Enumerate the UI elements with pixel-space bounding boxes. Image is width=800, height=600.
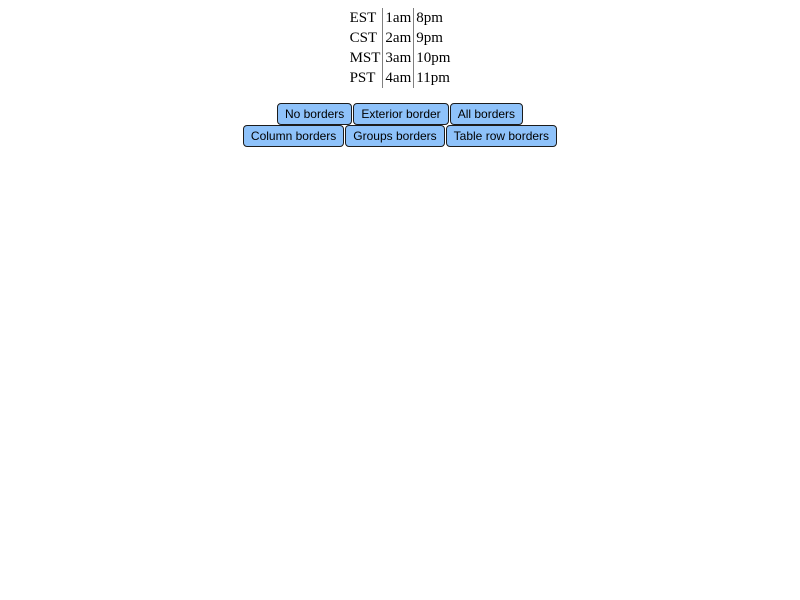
border-controls: No borders Exterior border All borders C… <box>0 103 800 147</box>
table-row: CST 2am 9pm <box>348 28 453 48</box>
zone-cell: EST <box>349 10 377 26</box>
zone-cell: PST <box>349 70 376 86</box>
table-row: PST 4am 11pm <box>348 68 453 88</box>
zone-cell: CST <box>349 30 378 46</box>
table-row: MST 3am 10pm <box>348 48 453 68</box>
exterior-border-button[interactable]: Exterior border <box>353 103 449 125</box>
all-borders-button[interactable]: All borders <box>449 103 524 125</box>
groups-borders-button[interactable]: Groups borders <box>345 125 445 147</box>
time-cell: 1am <box>382 8 414 28</box>
no-borders-button[interactable]: No borders <box>276 103 353 125</box>
column-borders-button[interactable]: Column borders <box>242 125 345 147</box>
timezone-table: EST 1am 8pm CST 2am 9pm MST 3am 10pm PST… <box>348 8 453 88</box>
time-cell: 11pm <box>413 68 453 88</box>
time-cell: 8pm <box>413 8 453 28</box>
time-cell: 3am <box>382 48 414 68</box>
time-cell: 10pm <box>413 48 453 68</box>
time-cell: 2am <box>382 28 414 48</box>
time-cell: 4am <box>382 68 414 88</box>
zone-cell: MST <box>349 50 381 66</box>
button-row: No borders Exterior border All borders <box>0 103 800 125</box>
time-cell: 9pm <box>413 28 453 48</box>
table-row: EST 1am 8pm <box>348 8 453 28</box>
page-container: EST 1am 8pm CST 2am 9pm MST 3am 10pm PST… <box>0 8 800 147</box>
table-row-borders-button[interactable]: Table row borders <box>445 125 558 147</box>
button-row: Column borders Groups borders Table row … <box>0 125 800 147</box>
